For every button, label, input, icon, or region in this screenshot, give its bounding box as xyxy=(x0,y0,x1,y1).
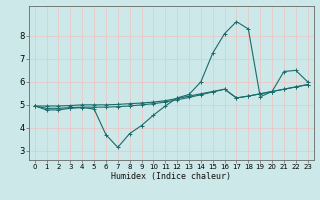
X-axis label: Humidex (Indice chaleur): Humidex (Indice chaleur) xyxy=(111,172,231,181)
